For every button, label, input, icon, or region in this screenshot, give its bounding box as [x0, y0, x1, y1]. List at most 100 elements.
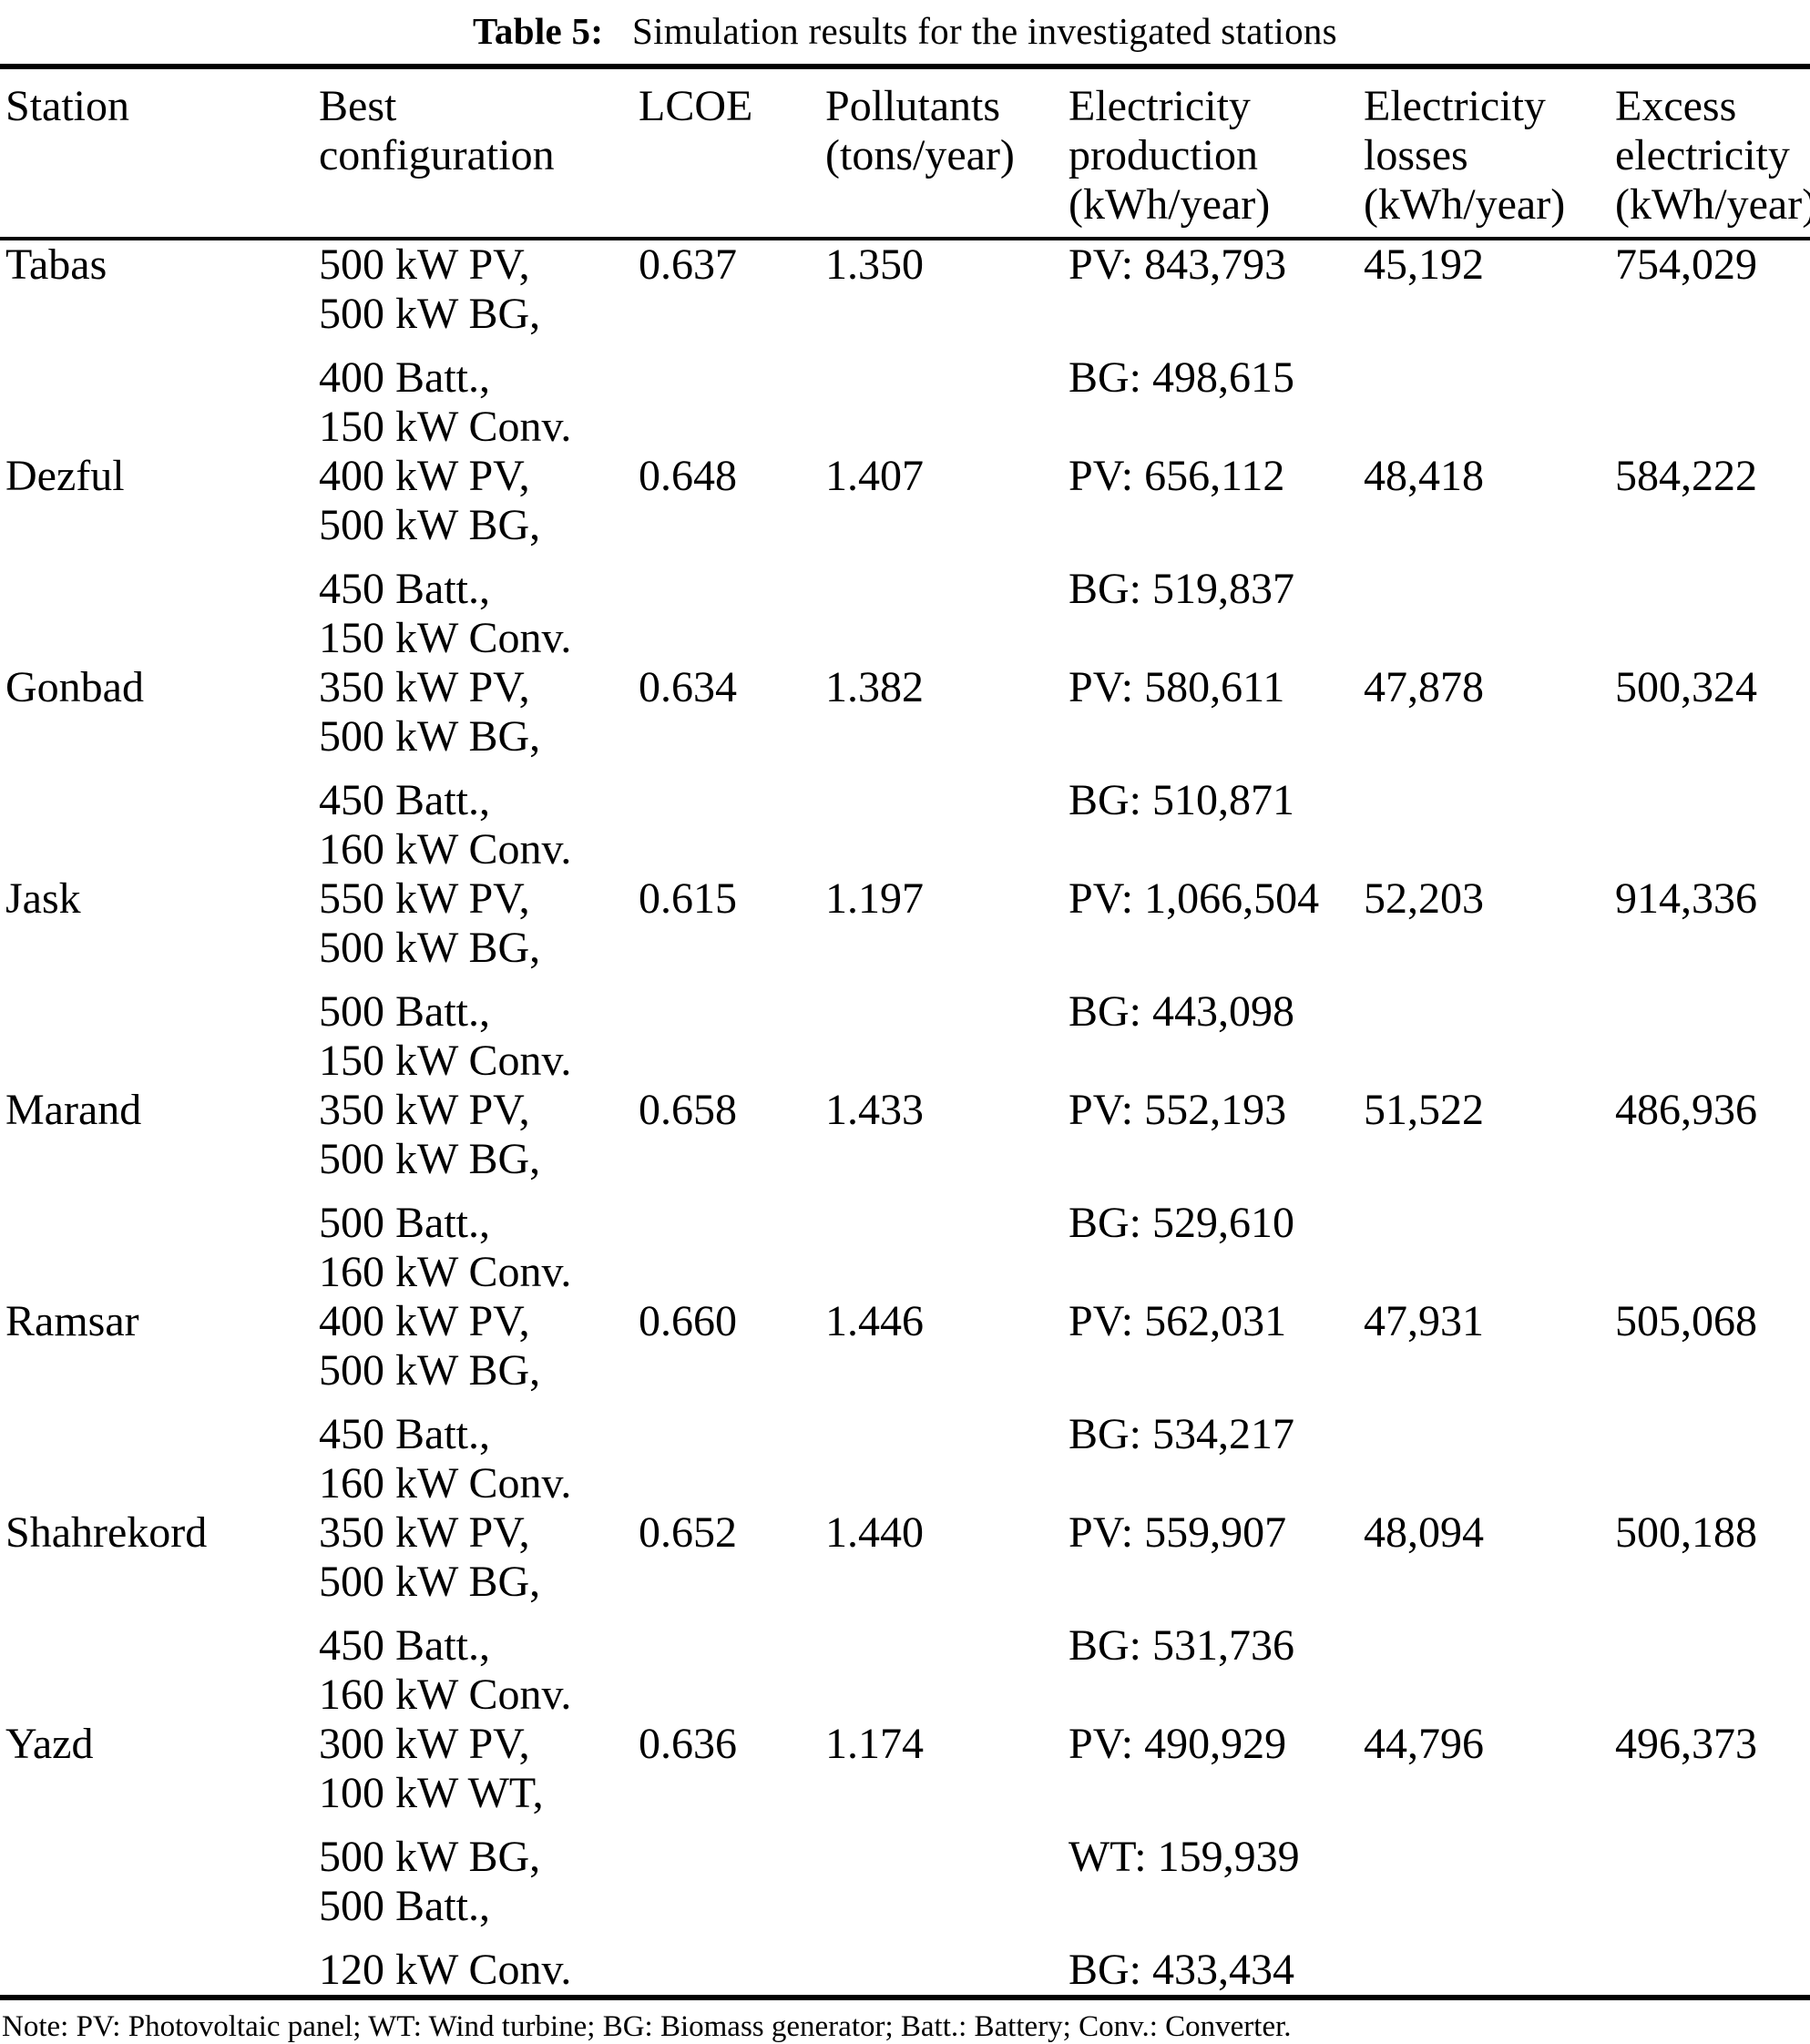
- table-row-shahrekord: Shahrekord 350 kW PV, 500 kW BG, 450 Bat…: [0, 1508, 1810, 1720]
- pollutants-value: 1.197: [825, 874, 924, 923]
- column-header-lcoe: LCOE: [639, 82, 753, 130]
- losses-value: 48,094: [1364, 1508, 1484, 1557]
- table-caption: Table 5: Simulation results for the inve…: [0, 7, 1810, 55]
- production-line: PV: 562,031: [1069, 1297, 1287, 1345]
- production-line: BG: 433,434: [1069, 1946, 1295, 1994]
- config-line: 500 Batt.,: [319, 987, 490, 1036]
- excess-value: 496,373: [1615, 1720, 1757, 1768]
- table-row-marand: Marand 350 kW PV, 500 kW BG, 500 Batt., …: [0, 1086, 1810, 1297]
- pollutants-value: 1.382: [825, 663, 924, 711]
- config-line: 150 kW Conv.: [319, 1037, 572, 1085]
- config-line: 450 Batt.,: [319, 776, 490, 824]
- paper-table-page: Table 5: Simulation results for the inve…: [0, 7, 1810, 2043]
- config-line: 500 Batt.,: [319, 1882, 490, 1930]
- production-line: PV: 490,929: [1069, 1720, 1287, 1768]
- table-row-yazd: Yazd 300 kW PV, 100 kW WT, 500 kW BG, 50…: [0, 1720, 1810, 1995]
- excess-value: 486,936: [1615, 1086, 1757, 1134]
- table-header-row: Station Best configuration LCOE Pollutan…: [0, 69, 1810, 240]
- lcoe-value: 0.636: [639, 1720, 737, 1768]
- lcoe-value: 0.637: [639, 240, 737, 289]
- production-line: PV: 843,793: [1069, 240, 1287, 289]
- station-name: Marand: [5, 1086, 142, 1134]
- station-name: Shahrekord: [5, 1508, 208, 1557]
- station-name: Yazd: [5, 1720, 94, 1768]
- lcoe-value: 0.658: [639, 1086, 737, 1134]
- table-row-jask: Jask 550 kW PV, 500 kW BG, 500 Batt., 15…: [0, 874, 1810, 1086]
- config-line: 400 kW PV,: [319, 452, 530, 500]
- production-line: PV: 656,112: [1069, 452, 1285, 500]
- config-line: 350 kW PV,: [319, 663, 530, 711]
- table-number: Table 5:: [473, 10, 604, 52]
- station-name: Ramsar: [5, 1297, 139, 1345]
- column-header-station: Station: [5, 82, 130, 130]
- station-name: Dezful: [5, 452, 125, 500]
- column-header-electricity-production: Electricity production (kWh/year): [1069, 82, 1271, 229]
- config-line: 500 Batt.,: [319, 1199, 490, 1247]
- column-header-electricity-losses: Electricity losses (kWh/year): [1364, 82, 1566, 229]
- losses-value: 52,203: [1364, 874, 1484, 923]
- station-name: Gonbad: [5, 663, 144, 711]
- config-line: 500 kW BG,: [319, 712, 541, 761]
- lcoe-value: 0.652: [639, 1508, 737, 1557]
- pollutants-value: 1.174: [825, 1720, 924, 1768]
- config-line: 500 kW BG,: [319, 1135, 541, 1183]
- station-name: Jask: [5, 874, 81, 923]
- config-line: 500 kW BG,: [319, 924, 541, 972]
- production-line: PV: 1,066,504: [1069, 874, 1320, 923]
- losses-value: 45,192: [1364, 240, 1484, 289]
- table-row-dezful: Dezful 400 kW PV, 500 kW BG, 450 Batt., …: [0, 452, 1810, 663]
- losses-value: 44,796: [1364, 1720, 1484, 1768]
- production-line: PV: 580,611: [1069, 663, 1285, 711]
- config-line: 500 kW PV,: [319, 240, 530, 289]
- column-header-pollutants: Pollutants (tons/year): [825, 82, 1015, 179]
- config-line: 450 Batt.,: [319, 1410, 490, 1458]
- pollutants-value: 1.446: [825, 1297, 924, 1345]
- config-line: 350 kW PV,: [319, 1508, 530, 1557]
- lcoe-value: 0.648: [639, 452, 737, 500]
- production-line: BG: 443,098: [1069, 987, 1295, 1036]
- config-line: 500 kW BG,: [319, 501, 541, 549]
- production-line: BG: 519,837: [1069, 565, 1295, 613]
- config-line: 160 kW Conv.: [319, 1459, 572, 1507]
- excess-value: 505,068: [1615, 1297, 1757, 1345]
- losses-value: 51,522: [1364, 1086, 1484, 1134]
- top-rule: [0, 64, 1810, 69]
- excess-value: 584,222: [1615, 452, 1757, 500]
- config-line: 150 kW Conv.: [319, 403, 572, 451]
- lcoe-value: 0.634: [639, 663, 737, 711]
- column-header-excess-electricity: Excess electricity (kWh/year): [1615, 82, 1810, 229]
- config-line: 160 kW Conv.: [319, 1671, 572, 1719]
- config-line: 450 Batt.,: [319, 1621, 490, 1670]
- table-row-ramsar: Ramsar 400 kW PV, 500 kW BG, 450 Batt., …: [0, 1297, 1810, 1508]
- config-line: 300 kW PV,: [319, 1720, 530, 1768]
- excess-value: 500,324: [1615, 663, 1757, 711]
- config-line: 550 kW PV,: [319, 874, 530, 923]
- table-row-gonbad: Gonbad 350 kW PV, 500 kW BG, 450 Batt., …: [0, 663, 1810, 874]
- bottom-rule: [0, 1995, 1810, 2000]
- losses-value: 47,931: [1364, 1297, 1484, 1345]
- pollutants-value: 1.433: [825, 1086, 924, 1134]
- losses-value: 48,418: [1364, 452, 1484, 500]
- footnote: Note: PV: Photovoltaic panel; WT: Wind t…: [2, 2010, 1292, 2043]
- pollutants-value: 1.440: [825, 1508, 924, 1557]
- config-line: 160 kW Conv.: [319, 1248, 572, 1296]
- production-line: BG: 534,217: [1069, 1410, 1295, 1458]
- production-line: PV: 559,907: [1069, 1508, 1287, 1557]
- production-line: WT: 159,939: [1069, 1833, 1300, 1881]
- production-line: BG: 498,615: [1069, 353, 1295, 402]
- config-line: 400 Batt.,: [319, 353, 490, 402]
- production-line: BG: 510,871: [1069, 776, 1295, 824]
- table-title: Simulation results for the investigated …: [632, 10, 1337, 52]
- excess-value: 754,029: [1615, 240, 1757, 289]
- config-line: 400 kW PV,: [319, 1297, 530, 1345]
- pollutants-value: 1.350: [825, 240, 924, 289]
- config-line: 500 kW BG,: [319, 1833, 541, 1881]
- production-line: BG: 529,610: [1069, 1199, 1295, 1247]
- column-header-best-configuration: Best configuration: [319, 82, 555, 179]
- config-line: 160 kW Conv.: [319, 825, 572, 874]
- production-line: BG: 531,736: [1069, 1621, 1295, 1670]
- config-line: 500 kW BG,: [319, 1346, 541, 1395]
- table-row-tabas: Tabas 500 kW PV, 500 kW BG, 400 Batt., 1…: [0, 240, 1810, 452]
- pollutants-value: 1.407: [825, 452, 924, 500]
- production-line: PV: 552,193: [1069, 1086, 1287, 1134]
